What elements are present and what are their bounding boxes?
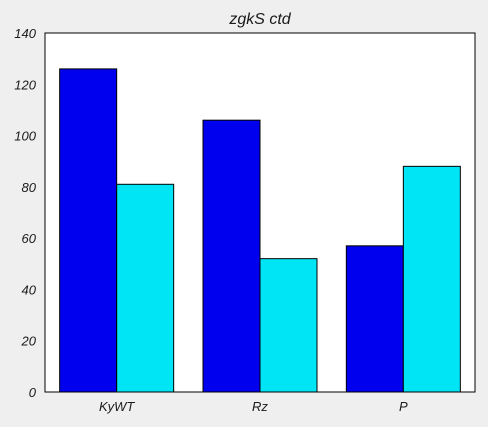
y-tick-label: 100: [14, 129, 36, 144]
bar-Rz-series-2: [259, 258, 318, 393]
x-axis-ticks: KyWT Rz P: [99, 399, 408, 414]
x-tick-label: Rz: [252, 399, 268, 414]
y-tick-label: 40: [22, 282, 37, 297]
y-tick-label: 20: [21, 334, 37, 349]
y-tick-label: 0: [29, 385, 37, 400]
bar-Rz-series-1: [202, 119, 261, 393]
y-tick-label: 80: [22, 180, 37, 195]
plot-frame: [44, 32, 476, 393]
y-tick-label: 120: [14, 77, 36, 92]
y-tick-label: 60: [22, 231, 37, 246]
x-tick-label: KyWT: [99, 399, 135, 414]
bars-layer: [59, 68, 461, 393]
bar-P-series-2: [402, 165, 461, 393]
bar-P-series-1: [345, 245, 404, 393]
x-tick-label: P: [399, 399, 408, 414]
bar-KyWT-series-1: [59, 68, 118, 393]
chart-title: zgkS ctd: [228, 11, 291, 28]
y-tick-label: 140: [14, 26, 36, 41]
bar-KyWT-series-2: [116, 183, 175, 393]
y-axis-ticks: 0 20 40 60 80 100 120 140: [14, 26, 36, 400]
